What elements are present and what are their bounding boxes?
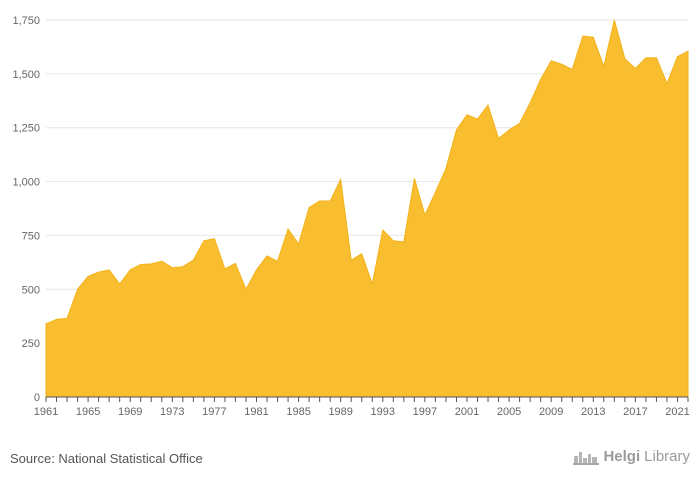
x-tick-label: 2017 (623, 406, 647, 418)
x-tick-label: 2009 (539, 406, 563, 418)
x-tick-label: 2005 (497, 406, 521, 418)
chart-footer: Source: National Statistical Office Helg… (0, 440, 700, 483)
x-tick-label: 1985 (286, 406, 310, 418)
y-tick-label: 1,250 (12, 123, 40, 135)
x-tick-label: 2001 (455, 406, 479, 418)
y-tick-label: 0 (34, 392, 40, 404)
source-label: Source: National Statistical Office (10, 451, 203, 466)
x-tick-label: 2013 (581, 406, 605, 418)
y-tick-label: 1,750 (12, 15, 40, 27)
x-tick-label: 2021 (665, 406, 689, 418)
x-tick-label: 1969 (118, 406, 142, 418)
y-tick-label: 1,500 (12, 69, 40, 81)
x-tick-label: 1997 (413, 406, 437, 418)
x-tick-label: 1973 (160, 406, 184, 418)
brand-name-prefix: Helgi (603, 448, 641, 465)
y-tick-label: 250 (22, 338, 40, 350)
x-tick-label: 1977 (202, 406, 226, 418)
brand-logo: Helgi Library (573, 448, 690, 465)
x-tick-label: 1993 (371, 406, 395, 418)
x-axis-ticks: 1961 1965 1969 1973 1977 1981 1985 1989 1993 1997… (34, 397, 690, 418)
brand-name-suffix: Library (644, 448, 690, 465)
y-tick-label: 500 (22, 284, 40, 296)
area-series (45, 19, 689, 398)
x-tick-label: 1981 (244, 406, 268, 418)
city-skyline-icon (573, 451, 600, 465)
y-tick-label: 750 (22, 230, 40, 242)
x-tick-label: 1965 (76, 406, 100, 418)
y-tick-label: 1,000 (12, 177, 40, 189)
x-tick-label: 1961 (34, 406, 58, 418)
y-axis-ticks: 0 250 500 750 1,000 1,250 1,500 1,750 (12, 15, 40, 404)
x-tick-label: 1989 (328, 406, 352, 418)
